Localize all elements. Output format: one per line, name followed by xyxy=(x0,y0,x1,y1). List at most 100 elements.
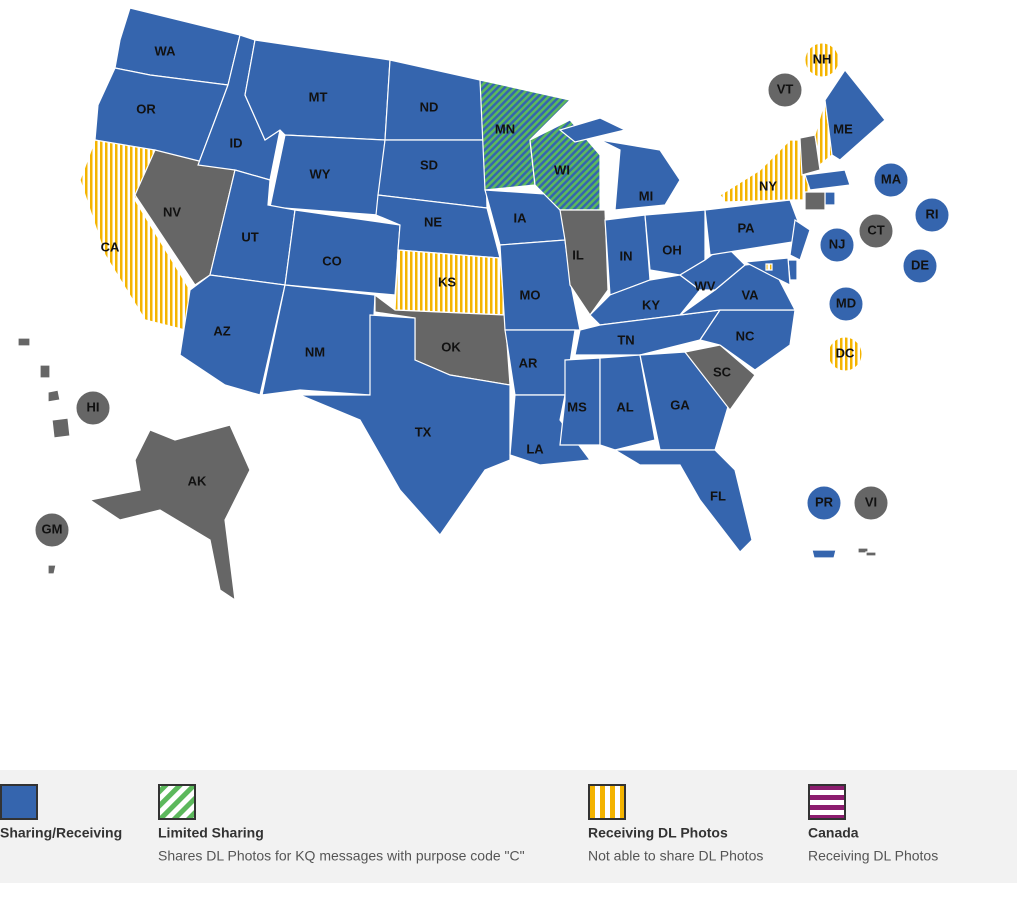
legend-description: Shares DL Photos for KQ messages with pu… xyxy=(158,848,525,864)
state-label: MA xyxy=(881,171,902,186)
state-shape xyxy=(678,244,746,291)
state-shape xyxy=(299,314,511,536)
state-label: VA xyxy=(741,287,759,302)
legend-title: Limited Sharing xyxy=(158,825,264,841)
state-label: WI xyxy=(554,162,570,177)
state-label: CO xyxy=(322,253,342,268)
legend-description: Not able to share DL Photos xyxy=(588,848,763,864)
state-label: IN xyxy=(620,248,633,263)
state-label: NC xyxy=(736,328,755,343)
state-label: AK xyxy=(188,473,207,488)
state-label: PR xyxy=(815,494,834,509)
legend-swatch xyxy=(158,784,196,820)
state-label: AR xyxy=(519,355,538,370)
state-shape xyxy=(51,417,71,439)
state-shape xyxy=(865,551,877,557)
state-shape xyxy=(811,549,837,559)
state-callout xyxy=(804,42,840,78)
state-callout xyxy=(853,485,889,521)
state-callout xyxy=(767,72,803,108)
state-label: NV xyxy=(163,204,181,219)
state-label: CA xyxy=(101,239,120,254)
state-shape xyxy=(804,191,826,211)
state-label: KY xyxy=(642,297,660,312)
state-label: MI xyxy=(639,188,653,203)
state-label: ND xyxy=(420,99,439,114)
legend-swatch xyxy=(588,784,626,820)
state-label: WY xyxy=(310,166,331,181)
state-shape xyxy=(683,344,756,412)
state-label: UT xyxy=(241,229,258,244)
state-shape xyxy=(17,337,31,347)
state-shape xyxy=(499,239,581,331)
state-shape xyxy=(599,354,656,451)
state-label: TN xyxy=(617,332,634,347)
state-label: NM xyxy=(305,344,325,359)
state-label: OH xyxy=(662,242,682,257)
legend-swatch xyxy=(0,784,38,820)
state-label: AL xyxy=(616,399,633,414)
state-shape xyxy=(599,139,681,211)
state-label: MT xyxy=(309,89,328,104)
state-label: IL xyxy=(572,247,584,262)
legend-title: Canada xyxy=(808,825,859,841)
state-label: FL xyxy=(710,488,726,503)
state-callout xyxy=(34,512,70,548)
state-label: GA xyxy=(670,397,690,412)
state-label: NE xyxy=(424,214,442,229)
state-callout xyxy=(828,286,864,322)
state-shape xyxy=(39,364,51,379)
state-shape xyxy=(47,564,57,575)
state-label: NH xyxy=(813,51,832,66)
state-shape xyxy=(612,449,753,553)
state-shape xyxy=(799,134,821,176)
state-shape xyxy=(704,199,806,256)
state-shape xyxy=(765,263,773,271)
state-label: OR xyxy=(136,101,156,116)
state-label: PA xyxy=(737,220,755,235)
state-label: LA xyxy=(526,441,544,456)
state-shape xyxy=(558,117,627,143)
state-shape xyxy=(559,357,601,446)
state-label: ID xyxy=(230,135,243,150)
state-label: RI xyxy=(926,206,939,221)
state-shape xyxy=(824,68,886,161)
state-shape xyxy=(742,257,791,287)
state-shape xyxy=(88,424,251,602)
state-label: ME xyxy=(833,121,853,136)
state-callout xyxy=(914,197,950,233)
state-label: GM xyxy=(42,521,63,536)
state-label: SC xyxy=(713,364,732,379)
state-label: KS xyxy=(438,274,456,289)
state-shape xyxy=(47,389,61,403)
legend-panel xyxy=(0,770,1017,883)
legend-title: Sharing/Receiving xyxy=(0,825,122,841)
state-label: WA xyxy=(155,43,177,58)
state-callout xyxy=(806,485,842,521)
state-label: VT xyxy=(777,81,794,96)
state-label: MD xyxy=(836,295,856,310)
legend-title: Receiving DL Photos xyxy=(588,825,728,841)
state-shape xyxy=(261,284,376,396)
state-shape xyxy=(824,191,836,206)
state-callout xyxy=(75,390,111,426)
state-label: TX xyxy=(415,424,432,439)
state-label: WV xyxy=(695,278,716,293)
state-label: DC xyxy=(836,345,855,360)
state-label: DE xyxy=(911,257,929,272)
state-shape xyxy=(804,169,851,191)
state-callout xyxy=(858,213,894,249)
state-label: NJ xyxy=(829,236,846,251)
state-shape xyxy=(284,209,401,296)
state-label: MO xyxy=(520,287,541,302)
state-label: VI xyxy=(865,494,877,509)
state-callout xyxy=(827,336,863,372)
state-label: HI xyxy=(87,399,100,414)
state-callout xyxy=(819,227,855,263)
state-callout xyxy=(902,248,938,284)
state-label: SD xyxy=(420,157,438,172)
state-label: IA xyxy=(514,210,528,225)
state-label: NY xyxy=(759,178,777,193)
